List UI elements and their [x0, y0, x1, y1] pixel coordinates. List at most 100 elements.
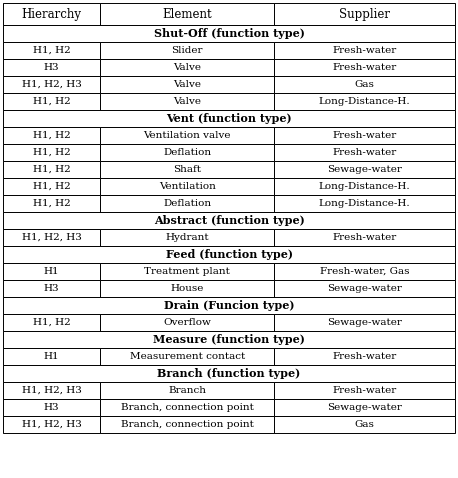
Text: Hierarchy: Hierarchy	[22, 8, 82, 21]
Bar	[3, 127, 100, 144]
Bar	[100, 399, 274, 416]
Text: Abstract (function type): Abstract (function type)	[153, 215, 305, 226]
Bar	[274, 195, 455, 212]
Text: Branch: Branch	[168, 386, 206, 395]
Bar	[274, 314, 455, 331]
Bar	[3, 263, 100, 280]
Text: Vent (function type): Vent (function type)	[166, 113, 292, 124]
Bar	[100, 178, 274, 195]
Bar	[274, 348, 455, 365]
Bar	[100, 416, 274, 433]
Bar	[100, 348, 274, 365]
Text: Long-Distance-H.: Long-Distance-H.	[319, 182, 410, 191]
Text: Fresh-water: Fresh-water	[333, 46, 397, 55]
Bar	[3, 144, 100, 161]
Bar	[3, 161, 100, 178]
Bar	[3, 110, 455, 127]
Bar	[100, 229, 274, 246]
Bar	[274, 382, 455, 399]
Text: Treatment plant: Treatment plant	[144, 267, 230, 276]
Text: House: House	[170, 284, 204, 293]
Bar	[274, 416, 455, 433]
Text: Fresh-water: Fresh-water	[333, 131, 397, 140]
Bar	[274, 263, 455, 280]
Bar	[274, 42, 455, 59]
Text: Measurement contact: Measurement contact	[130, 352, 245, 361]
Bar	[100, 42, 274, 59]
Bar	[274, 3, 455, 25]
Text: Valve: Valve	[173, 80, 201, 89]
Bar	[274, 178, 455, 195]
Bar	[274, 161, 455, 178]
Text: Fresh-water: Fresh-water	[333, 386, 397, 395]
Text: Valve: Valve	[173, 97, 201, 106]
Bar	[274, 127, 455, 144]
Text: Fresh-water: Fresh-water	[333, 352, 397, 361]
Bar	[100, 127, 274, 144]
Text: H3: H3	[44, 403, 60, 412]
Bar	[3, 178, 100, 195]
Bar	[3, 3, 100, 25]
Text: Branch (function type): Branch (function type)	[158, 368, 300, 379]
Bar	[3, 93, 100, 110]
Bar	[100, 93, 274, 110]
Text: Sewage-water: Sewage-water	[327, 403, 402, 412]
Text: Slider: Slider	[171, 46, 203, 55]
Bar	[3, 314, 100, 331]
Bar	[3, 76, 100, 93]
Text: Fresh-water: Fresh-water	[333, 63, 397, 72]
Text: Overflow: Overflow	[163, 318, 211, 327]
Bar	[3, 280, 100, 297]
Bar	[3, 25, 455, 42]
Bar	[3, 195, 100, 212]
Text: Fresh-water, Gas: Fresh-water, Gas	[320, 267, 409, 276]
Text: Feed (function type): Feed (function type)	[165, 249, 293, 260]
Text: H1, H2: H1, H2	[33, 182, 71, 191]
Text: H1, H2: H1, H2	[33, 148, 71, 157]
Bar	[100, 314, 274, 331]
Text: H1, H2: H1, H2	[33, 46, 71, 55]
Text: Hydrant: Hydrant	[165, 233, 209, 242]
Text: H1: H1	[44, 352, 60, 361]
Bar	[100, 161, 274, 178]
Text: Measure (function type): Measure (function type)	[153, 334, 305, 345]
Text: Ventilation: Ventilation	[159, 182, 216, 191]
Bar	[274, 93, 455, 110]
Text: Deflation: Deflation	[163, 148, 211, 157]
Text: H1, H2, H3: H1, H2, H3	[22, 420, 82, 429]
Text: H1, H2, H3: H1, H2, H3	[22, 80, 82, 89]
Text: Element: Element	[163, 8, 212, 21]
Text: Shaft: Shaft	[173, 165, 201, 174]
Text: Drain (Funcion type): Drain (Funcion type)	[164, 300, 294, 311]
Text: Gas: Gas	[354, 80, 375, 89]
Text: Long-Distance-H.: Long-Distance-H.	[319, 199, 410, 208]
Bar	[100, 382, 274, 399]
Text: Sewage-water: Sewage-water	[327, 284, 402, 293]
Text: Valve: Valve	[173, 63, 201, 72]
Bar	[3, 42, 100, 59]
Text: H1, H2: H1, H2	[33, 131, 71, 140]
Text: Shut-Off (function type): Shut-Off (function type)	[153, 28, 305, 39]
Text: H1, H2: H1, H2	[33, 97, 71, 106]
Bar	[3, 399, 100, 416]
Bar	[100, 3, 274, 25]
Text: Branch, connection point: Branch, connection point	[121, 403, 254, 412]
Text: H1, H2, H3: H1, H2, H3	[22, 386, 82, 395]
Text: H3: H3	[44, 63, 60, 72]
Text: H1, H2: H1, H2	[33, 199, 71, 208]
Text: Sewage-water: Sewage-water	[327, 318, 402, 327]
Bar	[100, 280, 274, 297]
Text: Deflation: Deflation	[163, 199, 211, 208]
Bar	[3, 382, 100, 399]
Bar	[3, 348, 100, 365]
Text: Branch, connection point: Branch, connection point	[121, 420, 254, 429]
Text: Ventilation valve: Ventilation valve	[143, 131, 231, 140]
Bar	[3, 297, 455, 314]
Bar	[3, 416, 100, 433]
Bar	[274, 280, 455, 297]
Bar	[100, 195, 274, 212]
Bar	[3, 59, 100, 76]
Bar	[274, 76, 455, 93]
Bar	[3, 331, 455, 348]
Bar	[3, 365, 455, 382]
